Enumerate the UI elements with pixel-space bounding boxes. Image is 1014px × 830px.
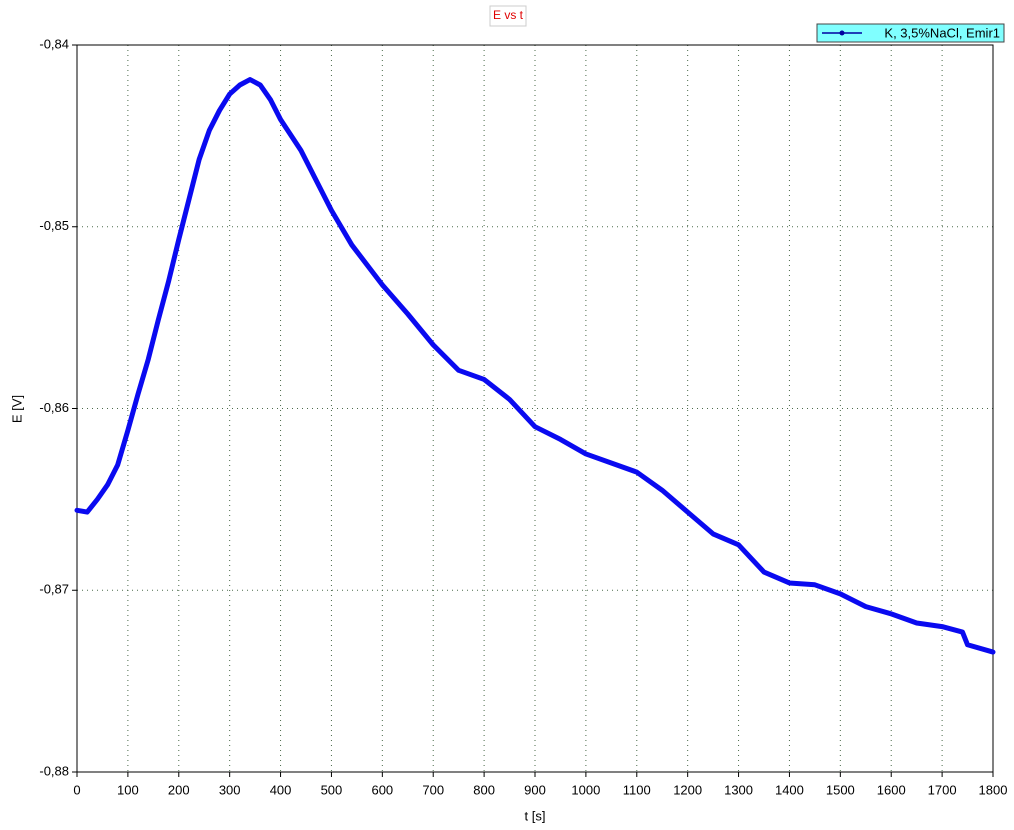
x-tick-label: 1700	[928, 782, 957, 797]
x-tick-label: 900	[524, 782, 546, 797]
x-tick-label: 100	[117, 782, 139, 797]
x-tick-label: 600	[371, 782, 393, 797]
x-tick-label: 1500	[826, 782, 855, 797]
x-tick-label: 1000	[571, 782, 600, 797]
legend-box	[816, 23, 1005, 43]
y-tick-label: -0,88	[39, 763, 69, 778]
x-tick-label: 1600	[877, 782, 906, 797]
x-tick-label: 800	[473, 782, 495, 797]
x-tick-label: 1100	[623, 782, 651, 797]
x-tick-label: 200	[168, 782, 190, 797]
title-box	[489, 5, 527, 27]
x-tick-label: 700	[422, 782, 444, 797]
y-tick-label: -0,86	[39, 400, 69, 415]
y-tick-label: -0,84	[39, 36, 69, 51]
x-tick-label: 400	[270, 782, 292, 797]
x-tick-label: 1800	[979, 782, 1008, 797]
plot-frame	[76, 44, 994, 773]
x-tick-label: 1400	[775, 782, 804, 797]
x-axis-label: t [s]	[525, 808, 546, 823]
x-tick-label: 1300	[724, 782, 753, 797]
y-tick-label: -0,87	[39, 582, 69, 597]
y-tick-label: -0,85	[39, 218, 69, 233]
chart-title: E vs t	[493, 8, 524, 22]
data-line	[74, 77, 996, 655]
x-tick-label: 1200	[673, 782, 702, 797]
y-axis-label: E [V]	[9, 395, 24, 423]
x-tick-label: 500	[321, 782, 343, 797]
legend-marker	[839, 30, 845, 36]
x-tick-label: 0	[73, 782, 80, 797]
legend-label: K, 3,5%NaCl, Emir1	[884, 25, 1000, 40]
x-tick-label: 300	[219, 782, 241, 797]
